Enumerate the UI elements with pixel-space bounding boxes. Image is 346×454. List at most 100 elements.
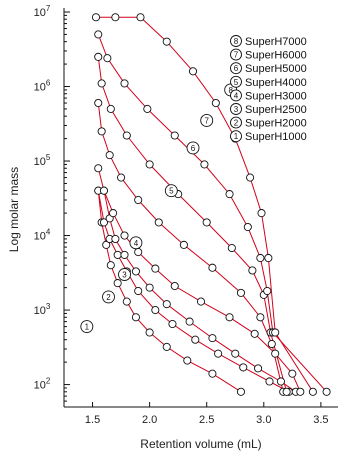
data-point	[162, 300, 171, 309]
data-point	[196, 297, 206, 306]
data-point	[271, 349, 280, 358]
data-point	[322, 387, 331, 396]
data-point	[170, 131, 179, 140]
curve-marker-circle	[200, 114, 214, 127]
curve-markers-group: 1 2 3 4 5 6 7 8	[80, 83, 238, 334]
curve-marker-label: 3	[122, 271, 127, 280]
curve-marker-6: 6	[186, 141, 200, 155]
data-point	[109, 209, 118, 218]
data-point	[120, 79, 129, 88]
legend-item-SuperH5000: 6 SuperH5000	[230, 62, 307, 75]
y-tick-label: 107	[34, 4, 51, 19]
data-point	[191, 335, 200, 344]
x-tick-label: 2.5	[199, 414, 214, 426]
data-point	[250, 329, 259, 338]
legend-marker-circle	[230, 130, 242, 143]
data-point	[170, 281, 179, 291]
x-tick-label: 3.5	[313, 414, 328, 426]
curve-marker-circle	[186, 141, 200, 155]
legend-marker-circle	[230, 62, 242, 75]
data-point	[122, 131, 131, 140]
data-point	[134, 286, 143, 296]
series-line-SuperH6000	[97, 34, 327, 393]
series-points-group	[91, 13, 331, 396]
data-point	[94, 98, 103, 108]
legend-item-SuperH1000: 1 SuperH1000	[230, 130, 307, 143]
x-axis-title: Retention volume (mL)	[140, 437, 261, 451]
data-point	[103, 54, 112, 63]
data-point	[122, 297, 131, 306]
curve-marker-circle	[102, 290, 115, 304]
data-point	[120, 250, 129, 259]
legend: 8 SuperH7000 7 SuperH6000 6 SuperH5000 5 SuperH…	[230, 35, 307, 143]
series-line-SuperH4000	[97, 102, 284, 392]
legend-item-SuperH3000: 4 SuperH3000	[230, 89, 307, 102]
y-axis-title: Log molar mass	[7, 167, 21, 252]
x-tick-label: 2.0	[142, 414, 157, 426]
curve-marker-2: 2	[102, 290, 115, 304]
data-point	[113, 279, 122, 288]
curve-marker-circle	[118, 268, 131, 281]
data-point	[239, 363, 248, 372]
legend-label: SuperH7000	[245, 36, 307, 48]
data-point	[134, 195, 143, 205]
curve-marker-3: 3	[118, 268, 131, 281]
data-point	[248, 266, 257, 275]
data-point	[179, 240, 188, 249]
legend-marker-number: 3	[234, 105, 239, 114]
ticks-group: 1.5 2.0 2.5 3.0 3.5 102 103 104 105 106 107	[34, 4, 329, 426]
curve-marker-label: 2	[106, 293, 111, 302]
legend-label: SuperH5000	[245, 63, 307, 75]
curve-marker-7: 7	[200, 114, 214, 127]
legend-item-SuperH2000: 2 SuperH2000	[230, 116, 307, 130]
legend-label: SuperH6000	[245, 50, 307, 62]
curve-marker-label: 6	[191, 144, 196, 153]
data-point	[227, 243, 236, 253]
data-point	[282, 387, 291, 396]
y-tick-label: 106	[34, 79, 51, 94]
data-point	[111, 13, 120, 22]
data-point	[145, 160, 154, 169]
curve-marker-circle	[129, 236, 143, 250]
data-point	[117, 173, 126, 182]
legend-marker-number: 5	[234, 78, 239, 87]
data-point	[208, 369, 217, 378]
data-point	[288, 369, 297, 378]
data-point	[105, 151, 114, 160]
data-point	[225, 313, 234, 322]
data-point	[246, 173, 255, 182]
y-tick-label: 103	[34, 302, 51, 317]
data-point	[97, 127, 106, 136]
curve-marker-label: 4	[134, 239, 139, 248]
data-point	[308, 387, 317, 396]
data-point	[113, 250, 122, 259]
legend-label: SuperH2500	[245, 104, 307, 116]
x-tick-label: 1.5	[85, 414, 100, 426]
curve-marker-label: 5	[169, 187, 174, 196]
data-point	[162, 342, 171, 351]
legend-marker-circle	[230, 116, 242, 129]
data-point	[131, 313, 140, 322]
data-point	[256, 313, 265, 322]
data-point	[168, 319, 177, 329]
data-point	[145, 283, 154, 292]
legend-label: SuperH3000	[245, 90, 307, 102]
data-point	[183, 356, 192, 365]
curve-marker-label: 8	[228, 86, 233, 95]
data-point	[151, 306, 160, 315]
data-point	[145, 328, 154, 337]
data-point	[94, 30, 103, 39]
curve-marker-circle	[164, 184, 178, 198]
data-point	[185, 317, 194, 326]
legend-marker-circle	[230, 103, 242, 115]
data-point	[106, 261, 115, 270]
data-point	[214, 349, 223, 358]
data-point	[236, 387, 246, 396]
data-point	[254, 364, 263, 373]
data-point	[188, 67, 198, 76]
legend-marker-circle	[230, 48, 242, 61]
legend-marker-number: 1	[234, 132, 239, 141]
data-point	[94, 164, 103, 173]
data-point	[265, 377, 274, 386]
